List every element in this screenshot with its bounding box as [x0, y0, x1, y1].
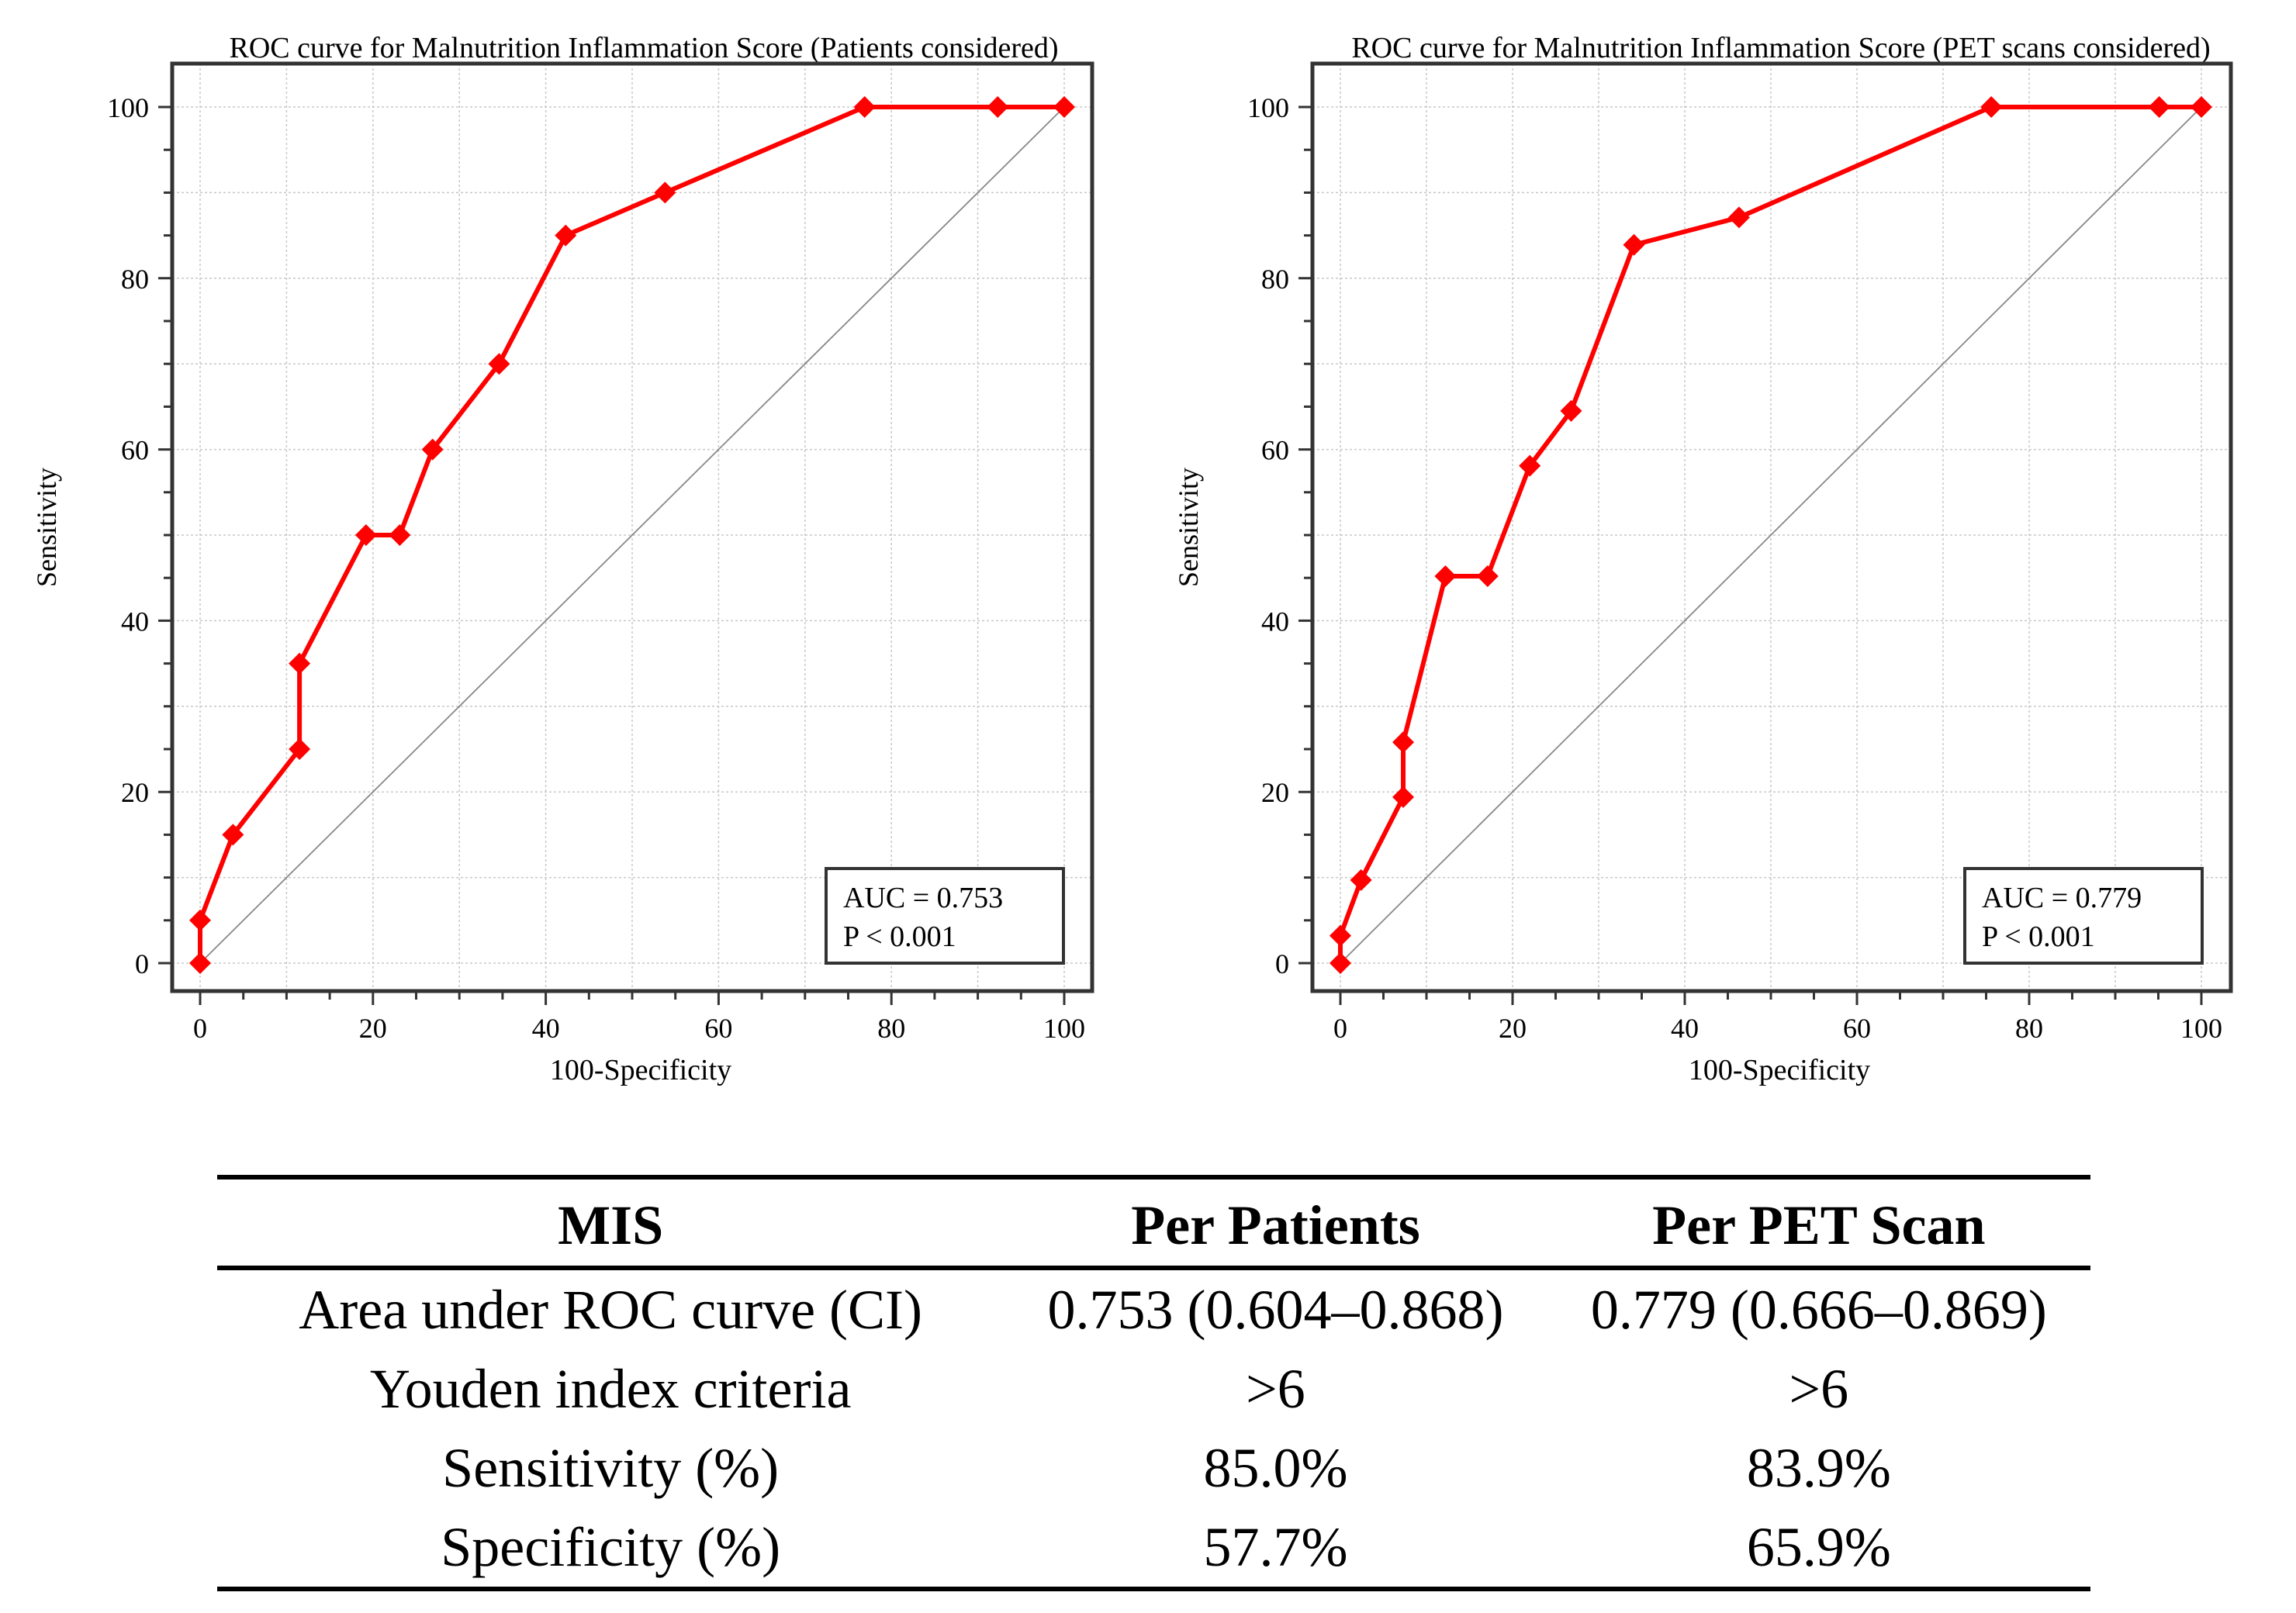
x-tick-label: 0	[193, 1013, 207, 1044]
roc-curve-line	[1338, 105, 2201, 963]
p-value-label: P < 0.001	[1982, 920, 2095, 953]
roc-point	[2191, 96, 2212, 118]
roc-point	[1392, 731, 1415, 754]
y-tick-label: 0	[1275, 948, 1289, 979]
row-label: Sensitivity (%)	[442, 1436, 780, 1499]
y-tick-label: 20	[1261, 777, 1289, 808]
x-tick-label: 40	[1671, 1013, 1699, 1044]
roc-point	[987, 96, 1009, 118]
table-row: Area under ROC curve (CI) 0.753 (0.604–0…	[217, 1268, 2090, 1349]
roc-point	[289, 652, 311, 675]
cell-value: >6	[1246, 1357, 1305, 1420]
roc-point	[189, 909, 211, 931]
row-label: Youden index criteria	[369, 1357, 852, 1420]
reference-diagonal	[1340, 106, 2202, 964]
cell-value: 85.0%	[1203, 1436, 1348, 1499]
cell-value: 0.779 (0.666–0.869)	[1590, 1278, 2047, 1341]
x-tick-label: 60	[1843, 1013, 1871, 1044]
table-row: Youden index criteria >6 >6	[217, 1349, 2090, 1428]
roc-point	[1980, 96, 2003, 118]
x-tick-label: 100	[2180, 1013, 2222, 1044]
p-value-label: P < 0.001	[843, 920, 956, 953]
roc-charts: ROC curve for Malnutrition Inflammation …	[31, 32, 2233, 1086]
x-axis-label: 100-Specificity	[1689, 1054, 1870, 1086]
y-tick-label: 40	[1261, 606, 1289, 637]
auc-label: AUC = 0.779	[1982, 882, 2142, 914]
chart-title: ROC curve for Malnutrition Inflammation …	[229, 32, 1058, 64]
roc-point	[1727, 206, 1750, 229]
y-axis-label: Sensitivity	[1173, 468, 1204, 587]
roc-curve-line	[198, 105, 1064, 963]
roc-point	[2148, 96, 2170, 118]
cell-value: 57.7%	[1203, 1515, 1348, 1578]
reference-diagonal	[199, 106, 1065, 964]
y-tick-label: 60	[1261, 435, 1289, 466]
roc-point	[1330, 924, 1351, 947]
roc-point	[1350, 869, 1372, 891]
y-tick-label: 20	[121, 777, 149, 808]
cell-value: 83.9%	[1746, 1436, 1891, 1499]
y-tick-label: 100	[107, 92, 149, 123]
table-header-row: MIS Per Patients Per PET Scan	[217, 1177, 2090, 1268]
roc-point	[222, 824, 244, 846]
x-tick-label: 80	[2015, 1013, 2043, 1044]
roc-point	[654, 181, 676, 204]
table-row: Sensitivity (%) 85.0% 83.9%	[217, 1428, 2090, 1508]
auc-label: AUC = 0.753	[843, 882, 1003, 914]
cell-value: >6	[1789, 1357, 1849, 1420]
annotation-box	[825, 867, 1065, 965]
x-tick-label: 40	[532, 1013, 560, 1044]
y-tick-label: 60	[121, 435, 149, 466]
annotation-box	[1963, 867, 2204, 965]
mis-table: MIS Per Patients Per PET Scan Area under…	[217, 1175, 2090, 1591]
roc-point	[389, 524, 411, 546]
y-tick-label: 100	[1247, 92, 1289, 123]
table-row: Specificity (%) 57.7% 65.9%	[217, 1508, 2090, 1589]
mis-table-container: MIS Per Patients Per PET Scan Area under…	[217, 1175, 2090, 1591]
roc-point	[354, 524, 377, 546]
row-label: Specificity (%)	[441, 1515, 781, 1578]
cell-value: 0.753 (0.604–0.868)	[1047, 1278, 1504, 1341]
x-tick-label: 20	[359, 1013, 387, 1044]
roc-point	[488, 353, 510, 375]
y-tick-label: 0	[135, 948, 149, 979]
x-tick-label: 20	[1499, 1013, 1527, 1044]
header-mis: MIS	[558, 1194, 664, 1256]
header-per-pet-scan: Per PET Scan	[1652, 1194, 1986, 1256]
y-tick-label: 40	[121, 606, 149, 637]
header-per-patients: Per Patients	[1131, 1194, 1420, 1256]
roc-point	[1560, 399, 1582, 422]
roc-point	[289, 738, 311, 760]
x-tick-label: 80	[877, 1013, 905, 1044]
roc-point	[1519, 454, 1541, 477]
x-tick-label: 60	[704, 1013, 732, 1044]
roc-point	[1434, 565, 1457, 587]
y-tick-label: 80	[1261, 264, 1289, 295]
roc-point	[1053, 96, 1075, 118]
roc-chart-2: ROC curve for Malnutrition Inflammation …	[1173, 32, 2233, 1086]
chart-title: ROC curve for Malnutrition Inflammation …	[1351, 32, 2210, 64]
roc-point	[853, 96, 876, 118]
x-tick-label: 100	[1043, 1013, 1085, 1044]
roc-point	[1330, 952, 1351, 974]
roc-point	[1623, 233, 1645, 256]
roc-point	[421, 438, 444, 461]
roc-chart-1: ROC curve for Malnutrition Inflammation …	[31, 32, 1094, 1086]
roc-point	[1476, 565, 1499, 587]
roc-point	[189, 952, 211, 974]
cell-value: 65.9%	[1746, 1515, 1891, 1578]
roc-point	[555, 224, 577, 247]
y-tick-label: 80	[121, 264, 149, 295]
x-tick-label: 0	[1333, 1013, 1347, 1044]
y-axis-label: Sensitivity	[31, 468, 62, 587]
x-axis-label: 100-Specificity	[550, 1054, 731, 1086]
roc-point	[1392, 786, 1415, 808]
row-label: Area under ROC curve (CI)	[299, 1278, 922, 1341]
